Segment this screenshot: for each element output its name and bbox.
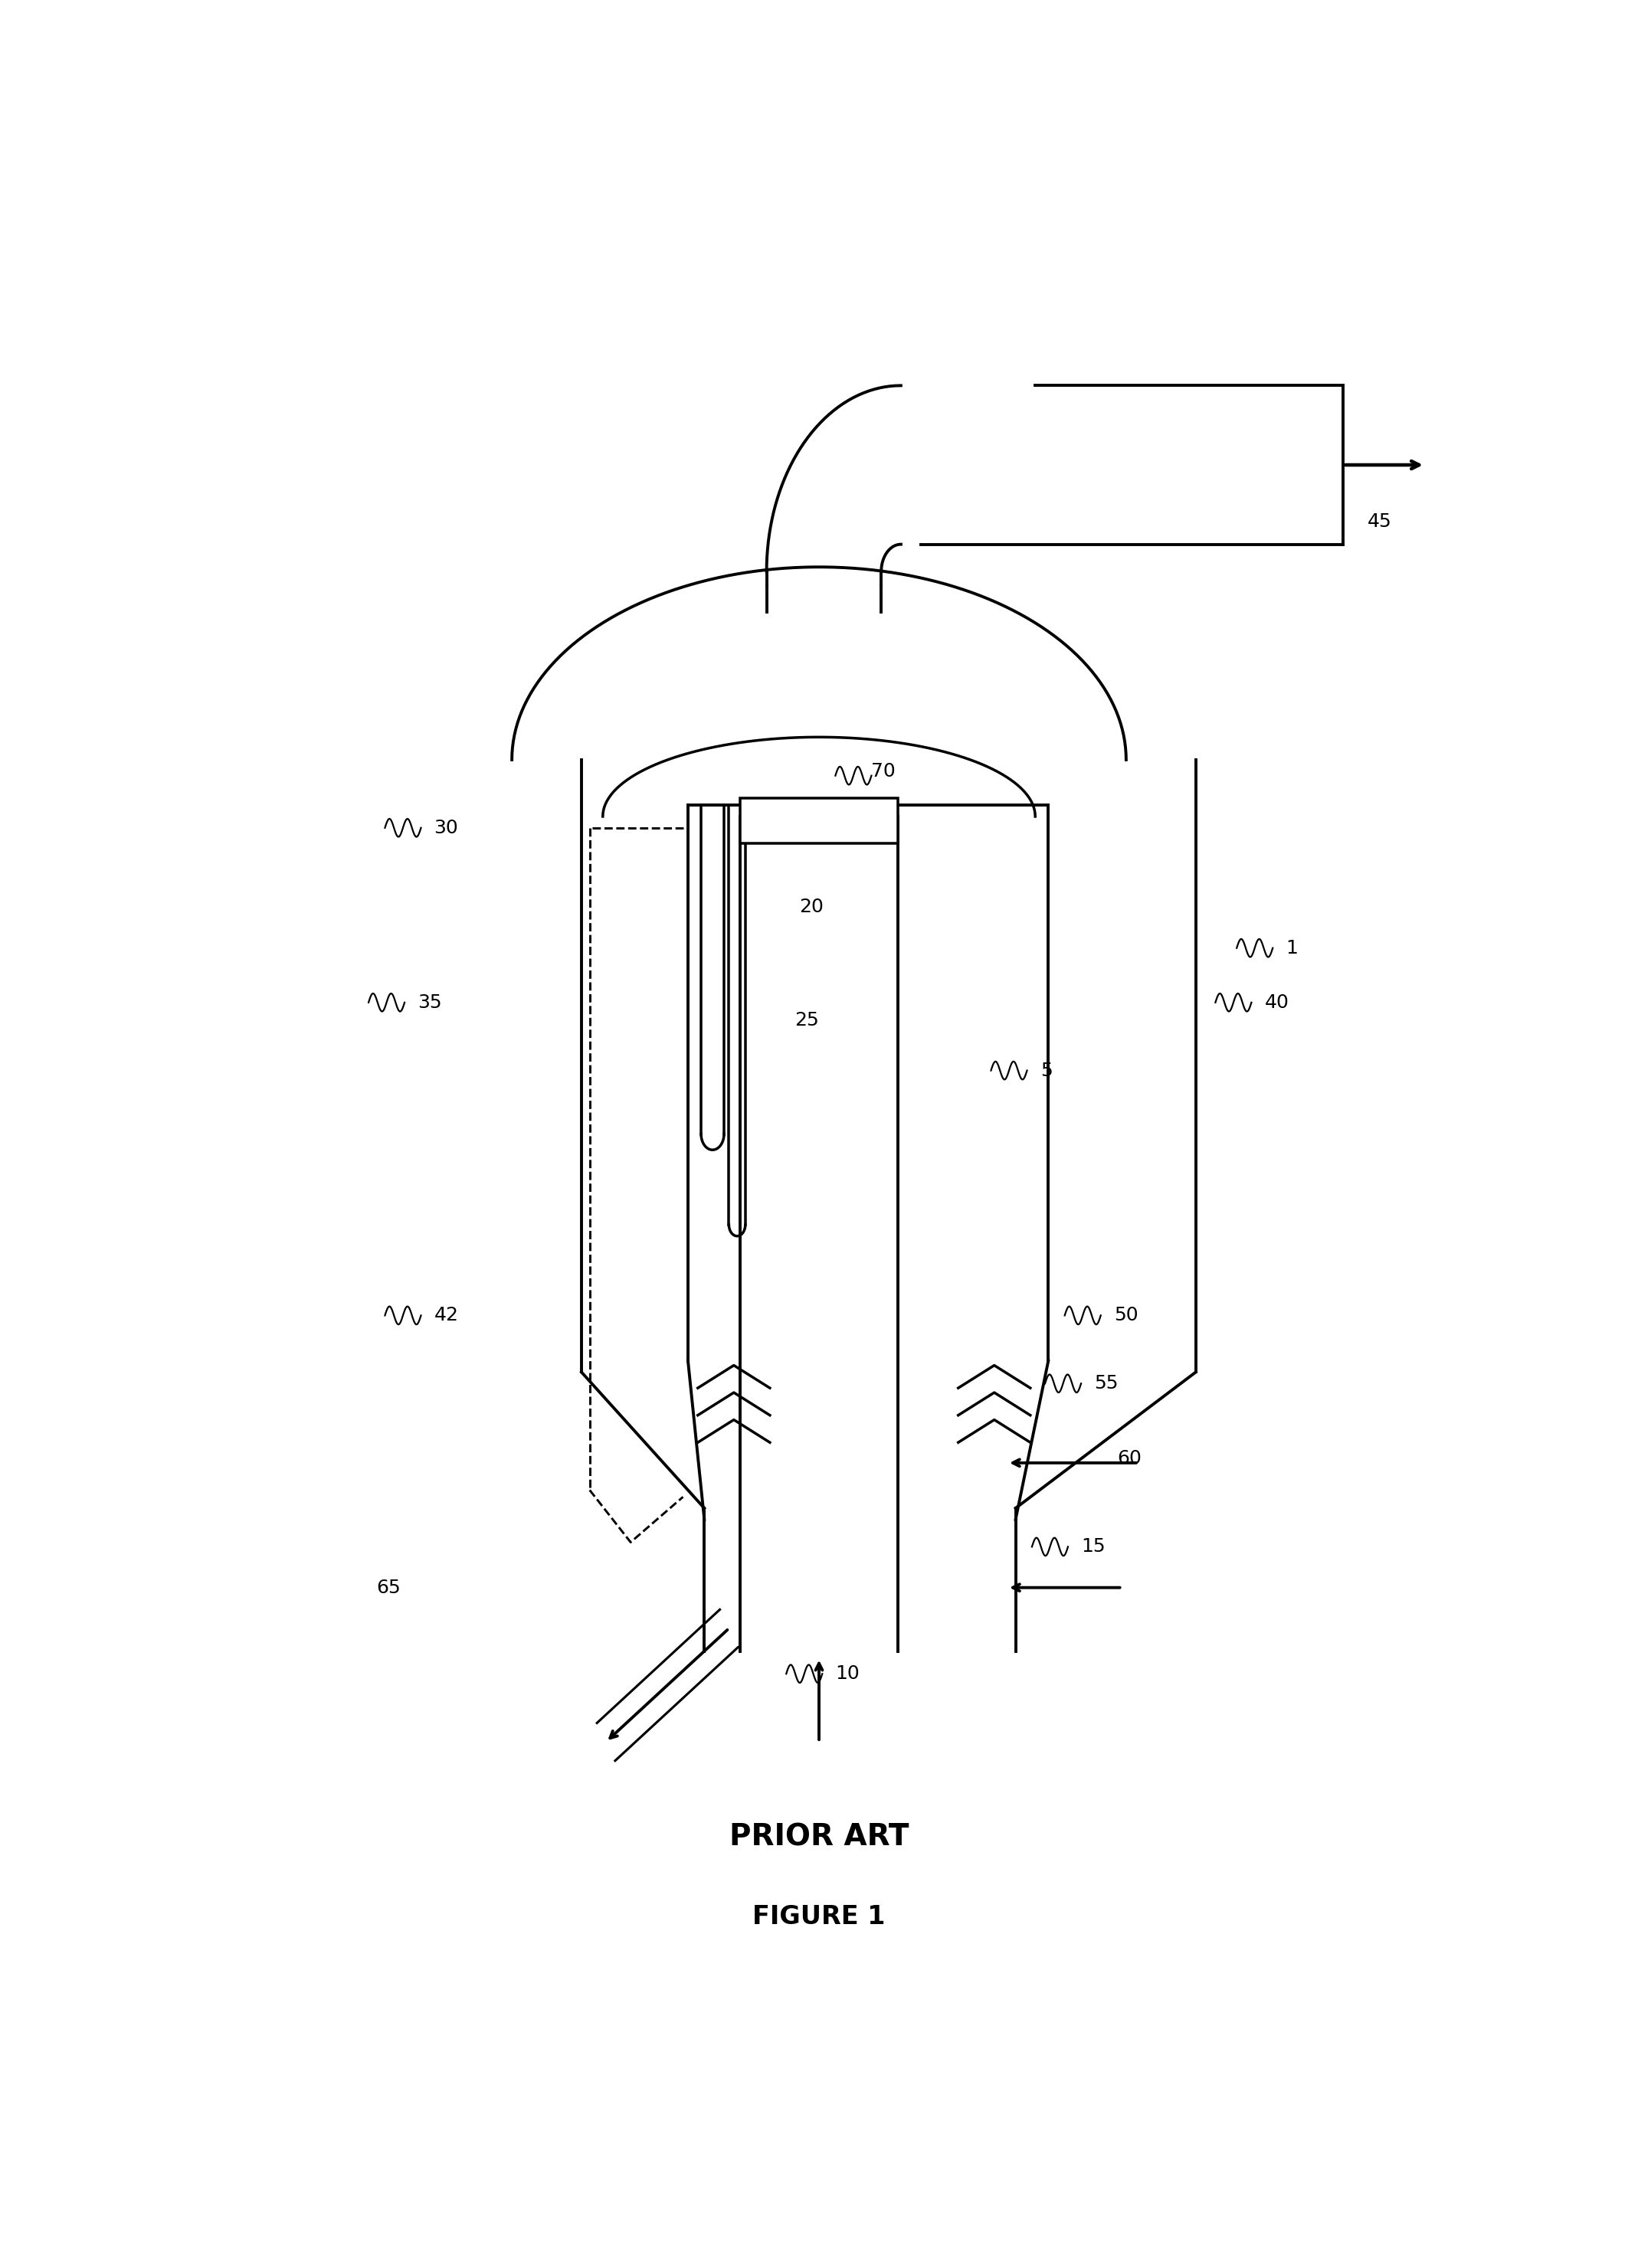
Text: 30: 30 — [434, 819, 459, 837]
Text: 15: 15 — [1081, 1538, 1106, 1556]
Text: 20: 20 — [799, 898, 824, 916]
Text: PRIOR ART: PRIOR ART — [729, 1823, 909, 1851]
Text: 42: 42 — [434, 1306, 459, 1325]
Text: 5: 5 — [1040, 1061, 1052, 1080]
Text: 35: 35 — [418, 993, 442, 1012]
Text: 55: 55 — [1094, 1374, 1119, 1393]
Text: 40: 40 — [1265, 993, 1289, 1012]
Text: 65: 65 — [377, 1579, 401, 1597]
Bar — [740, 798, 898, 844]
Text: 10: 10 — [835, 1665, 860, 1683]
Text: 25: 25 — [794, 1012, 819, 1030]
Text: FIGURE 1: FIGURE 1 — [752, 1903, 886, 1930]
Text: 45: 45 — [1368, 513, 1392, 531]
Text: 50: 50 — [1114, 1306, 1138, 1325]
Text: 1: 1 — [1286, 939, 1297, 957]
Text: 60: 60 — [1117, 1449, 1142, 1467]
Text: 70: 70 — [871, 762, 896, 780]
